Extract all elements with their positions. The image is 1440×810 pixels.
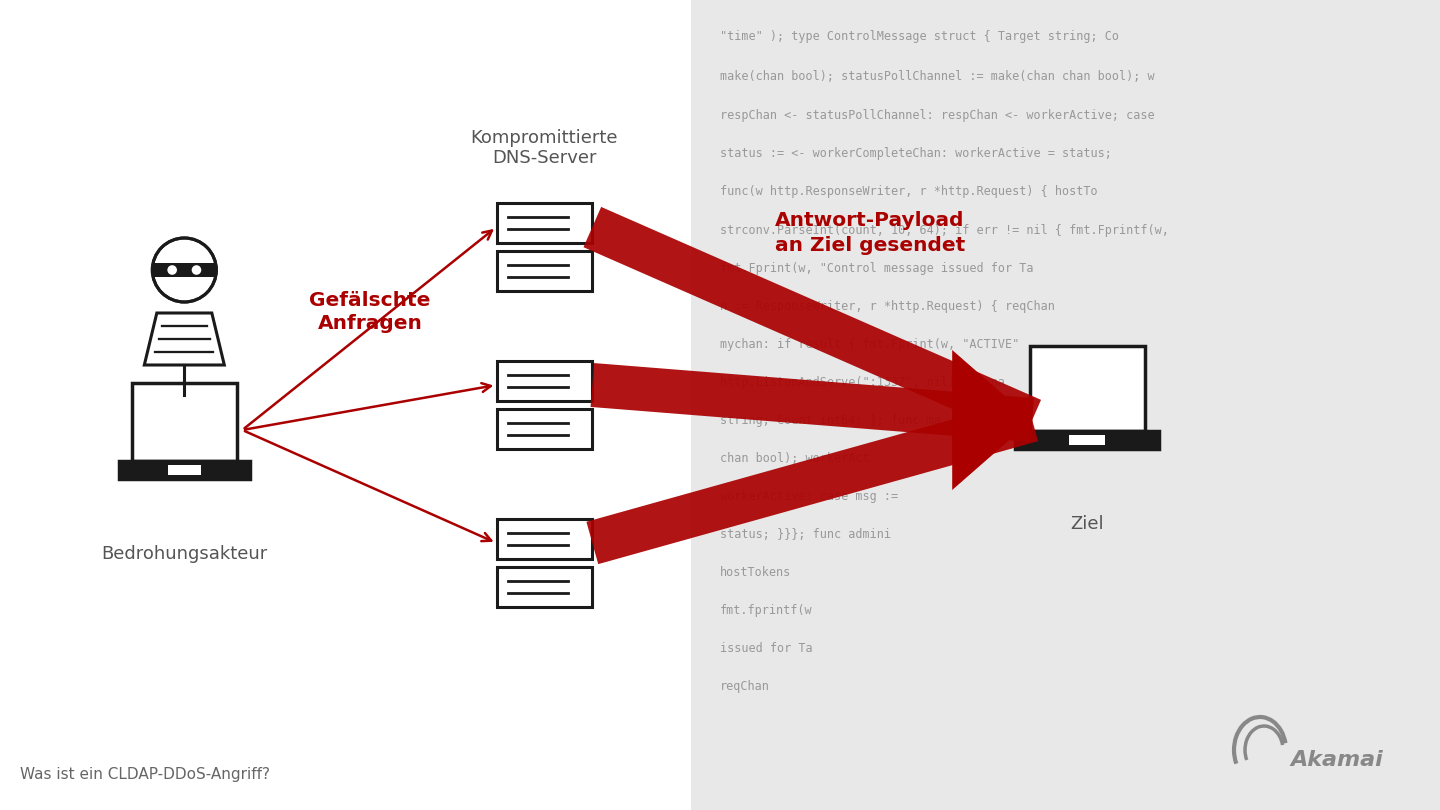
- Polygon shape: [590, 363, 1034, 442]
- Text: strconv.ParseInt(count, 10, 64); if err != nil { fmt.Fprintf(w,: strconv.ParseInt(count, 10, 64); if err …: [720, 224, 1169, 237]
- Polygon shape: [583, 207, 1041, 440]
- Text: Gefälschte: Gefälschte: [310, 291, 431, 310]
- Text: fmt.fprintf(w: fmt.fprintf(w: [720, 604, 812, 617]
- Text: make(chan bool); statusPollChannel := make(chan chan bool); w: make(chan bool); statusPollChannel := ma…: [720, 70, 1155, 83]
- Text: status := <- workerCompleteChan: workerActive = status;: status := <- workerCompleteChan: workerA…: [720, 147, 1112, 160]
- Text: Anfragen: Anfragen: [318, 314, 422, 333]
- Bar: [497, 409, 592, 449]
- Text: "time" ); type ControlMessage struct { Target string; Co: "time" ); type ControlMessage struct { T…: [720, 30, 1119, 43]
- Bar: [497, 251, 592, 291]
- Bar: [497, 567, 592, 607]
- Bar: [691, 0, 1440, 810]
- Text: reqChan: reqChan: [720, 680, 770, 693]
- Text: string; Count int64; }; func ma: string; Count int64; }; func ma: [720, 414, 940, 427]
- Bar: [1030, 346, 1145, 431]
- Text: Kompromittierte: Kompromittierte: [471, 129, 618, 147]
- Text: chan bool); workerAct: chan bool); workerAct: [720, 452, 870, 465]
- Circle shape: [192, 265, 202, 275]
- Text: fmt.Fprint(w, "Control message issued for Ta: fmt.Fprint(w, "Control message issued fo…: [720, 262, 1034, 275]
- Bar: [153, 262, 216, 277]
- Text: workerActive: case msg :=: workerActive: case msg :=: [720, 490, 899, 503]
- Text: respChan <- statusPollChannel: respChan <- workerActive; case: respChan <- statusPollChannel: respChan …: [720, 109, 1155, 122]
- Bar: [1015, 431, 1159, 449]
- Polygon shape: [952, 350, 1032, 490]
- Bar: [118, 461, 251, 479]
- Text: hostTokens: hostTokens: [720, 566, 791, 579]
- Text: an Ziel gesendet: an Ziel gesendet: [775, 236, 965, 255]
- Polygon shape: [144, 313, 225, 365]
- Text: Antwort-Payload: Antwort-Payload: [775, 211, 965, 230]
- Text: n := ResponseWriter, r *http.Request) { reqChan: n := ResponseWriter, r *http.Request) { …: [720, 300, 1056, 313]
- Bar: [497, 519, 592, 559]
- Text: Bedrohungsakteur: Bedrohungsakteur: [101, 545, 268, 563]
- Polygon shape: [586, 399, 1038, 564]
- Text: Was ist ein CLDAP-DDoS-Angriff?: Was ist ein CLDAP-DDoS-Angriff?: [20, 768, 271, 782]
- Bar: [168, 465, 200, 475]
- Text: Akamai: Akamai: [1290, 750, 1382, 770]
- Bar: [497, 361, 592, 401]
- Bar: [497, 203, 592, 243]
- Bar: [0, 0, 691, 810]
- Bar: [1070, 435, 1104, 445]
- Circle shape: [153, 238, 216, 302]
- Text: status; }}}; func admini: status; }}}; func admini: [720, 528, 891, 541]
- Text: DNS-Server: DNS-Server: [492, 149, 596, 167]
- Text: http.ListenAndServe(":1337", nil)); };pa: http.ListenAndServe(":1337", nil)); };pa: [720, 376, 1005, 389]
- Bar: [132, 383, 236, 461]
- Text: issued for Ta: issued for Ta: [720, 642, 812, 655]
- Text: mychan: if result { fmt.Fprint(w, "ACTIVE": mychan: if result { fmt.Fprint(w, "ACTIV…: [720, 338, 1020, 351]
- Circle shape: [167, 265, 177, 275]
- Text: func(w http.ResponseWriter, r *http.Request) { hostTo: func(w http.ResponseWriter, r *http.Requ…: [720, 185, 1097, 198]
- Text: Ziel: Ziel: [1070, 515, 1104, 533]
